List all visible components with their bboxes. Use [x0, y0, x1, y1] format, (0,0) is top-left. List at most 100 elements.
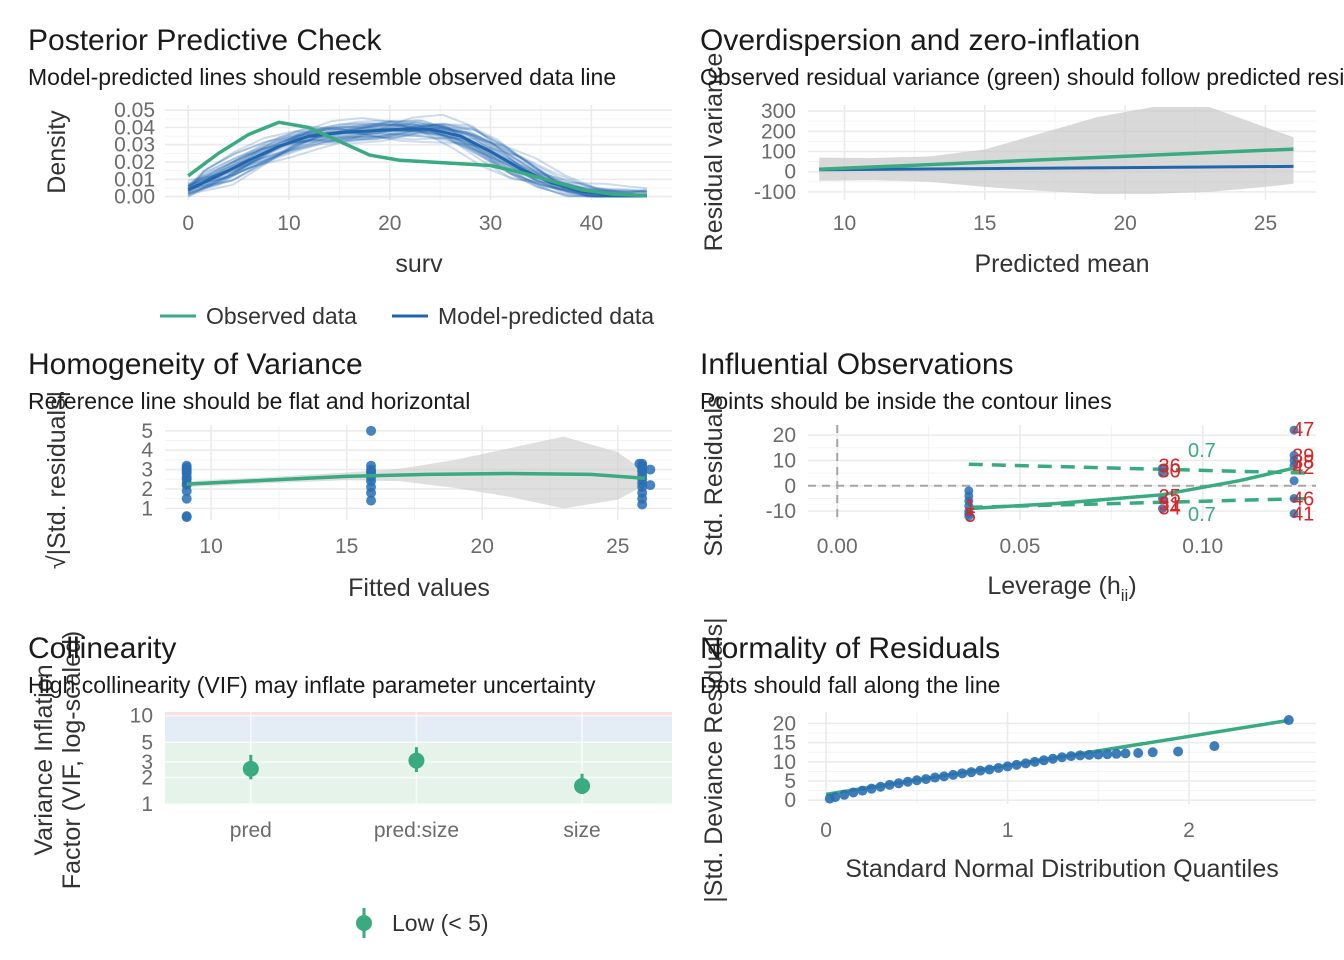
collinearity-x-tick-label: pred:size — [374, 819, 459, 842]
normality-points — [824, 715, 1294, 804]
normality-point — [975, 765, 986, 776]
normality-point — [1209, 741, 1220, 752]
normality-point — [957, 768, 968, 779]
collinearity-y-tick-label: 3 — [141, 751, 153, 774]
influential-point — [1289, 493, 1299, 503]
ppc-predicted-draw — [187, 130, 647, 198]
homogeneity-point — [181, 466, 192, 477]
homogeneity-y-tick-label: 3 — [141, 459, 153, 482]
collinearity-subtitle: High collinearity (VIF) may inflate para… — [28, 672, 596, 698]
influential-point-label: 1 — [965, 496, 976, 518]
normality-point — [1283, 715, 1294, 726]
homogeneity-smooth-line — [186, 471, 646, 486]
ppc-predicted-draw — [187, 121, 647, 198]
ppc-predicted-draw — [187, 119, 647, 194]
influential-point — [1289, 509, 1299, 519]
normality-point — [1075, 750, 1086, 761]
ppc-x-tick-label: 0 — [182, 212, 194, 235]
homogeneity-y-tick-label: 1 — [141, 497, 153, 520]
ppc-y-tick-label: 0.01 — [114, 168, 155, 191]
normality-point — [1047, 753, 1058, 764]
ppc-predicted-draw — [188, 113, 648, 198]
normality-y-tick-label: 5 — [784, 770, 796, 793]
homogeneity-point — [181, 493, 192, 504]
influential-point-label: 25 — [1159, 486, 1181, 508]
overdispersion-y-tick-label: 300 — [761, 100, 796, 123]
influential-x-tick-label: 0.10 — [1182, 535, 1223, 558]
influential-point — [1289, 476, 1299, 486]
ppc-grid — [165, 105, 672, 200]
influential-point — [1158, 468, 1168, 478]
overdispersion-x-tick-label: 15 — [973, 212, 996, 235]
normality-x-tick-label: 2 — [1183, 819, 1195, 842]
legend-predicted-label: Model-predicted data — [438, 303, 654, 329]
overdispersion-title: Overdispersion and zero-inflation — [700, 24, 1140, 57]
ppc-predicted-draw — [187, 119, 647, 193]
homogeneity-point — [366, 425, 377, 436]
normality-point — [1102, 749, 1113, 760]
homogeneity-point — [181, 512, 192, 523]
collinearity-point — [242, 760, 259, 777]
normality-point — [939, 771, 950, 782]
influential-point-label: 36 — [1159, 456, 1181, 478]
influential-reference-lines — [808, 425, 1316, 520]
ppc-subtitle: Model-predicted lines should resemble ob… — [28, 64, 616, 90]
ppc-x-tick-label: 20 — [378, 212, 401, 235]
ppc-predicted-draw — [187, 124, 647, 198]
influential-point-label: 46 — [1292, 488, 1314, 510]
homogeneity-points — [181, 425, 656, 523]
normality-x-axis-title: Standard Normal Distribution Quantiles — [845, 855, 1279, 883]
overdispersion-subtitle: Observed residual variance (green) shoul… — [700, 64, 1344, 90]
normality-point — [984, 764, 995, 775]
collinearity-title: Collinearity — [28, 632, 176, 665]
influential-point — [1289, 425, 1299, 435]
influential-point-label: 39 — [1292, 445, 1314, 467]
normality-y-tick-label: 20 — [773, 713, 796, 736]
normality-point — [911, 775, 922, 786]
legend-low-label: Low (< 5) — [392, 910, 489, 936]
overdispersion-y-axis-title: Residual variance — [700, 53, 728, 252]
ppc-x-tick-label: 10 — [277, 212, 300, 235]
overdispersion-x-tick-label: 25 — [1254, 212, 1277, 235]
homogeneity-point — [181, 485, 192, 496]
normality-point — [1029, 756, 1040, 767]
overdispersion-x-tick-label: 10 — [833, 212, 856, 235]
collinearity-y-axis-title-line2: Factor (VIF, log-scaled) — [58, 631, 86, 889]
collinearity-band-low — [165, 742, 672, 804]
collinearity-band-moderate — [165, 715, 672, 743]
overdispersion-y-tick-label: 200 — [761, 120, 796, 143]
overdispersion-ribbon — [819, 107, 1294, 194]
collinearity-ticks: pred pred:size size 1 235 10 — [130, 705, 601, 842]
influential-point-label: 38 — [1292, 452, 1314, 474]
influential-y-tick-label: 10 — [773, 449, 796, 472]
overdispersion-y-tick-label: 100 — [761, 140, 796, 163]
collinearity-y-axis-title-line1: Variance Inflation — [30, 664, 58, 855]
normality-point — [1057, 752, 1067, 763]
normality-point — [993, 762, 1004, 773]
collinearity-y-tick-label: 1 — [141, 793, 153, 816]
collinearity-band-high — [165, 712, 672, 716]
normality-point — [1133, 748, 1144, 759]
normality-point — [948, 769, 959, 780]
influential-contour-upper — [968, 462, 1309, 475]
influential-x-axis-title: Leverage (hii) — [987, 572, 1136, 605]
homogeneity-x-tick-label: 25 — [606, 535, 629, 558]
ppc-predicted-draw — [187, 120, 647, 194]
influential-smooth-line — [968, 466, 1295, 511]
overdispersion-predicted-line — [819, 164, 1294, 172]
homogeneity-title: Homogeneity of Variance — [28, 348, 363, 381]
influential-point-label: 47 — [1292, 419, 1314, 441]
normality-point — [930, 772, 940, 783]
homogeneity-y-tick-label: 4 — [141, 439, 153, 462]
normality-point — [884, 779, 895, 790]
homogeneity-x-tick-label: 15 — [335, 535, 358, 558]
homogeneity-point — [366, 495, 377, 506]
ppc-predicted-draw — [187, 131, 647, 198]
homogeneity-subtitle: Reference line should be flat and horizo… — [28, 388, 470, 414]
normality-subtitle: Dots should fall along the line — [700, 672, 1000, 698]
normality-point — [875, 781, 886, 792]
collinearity-x-tick-label: size — [563, 819, 600, 842]
